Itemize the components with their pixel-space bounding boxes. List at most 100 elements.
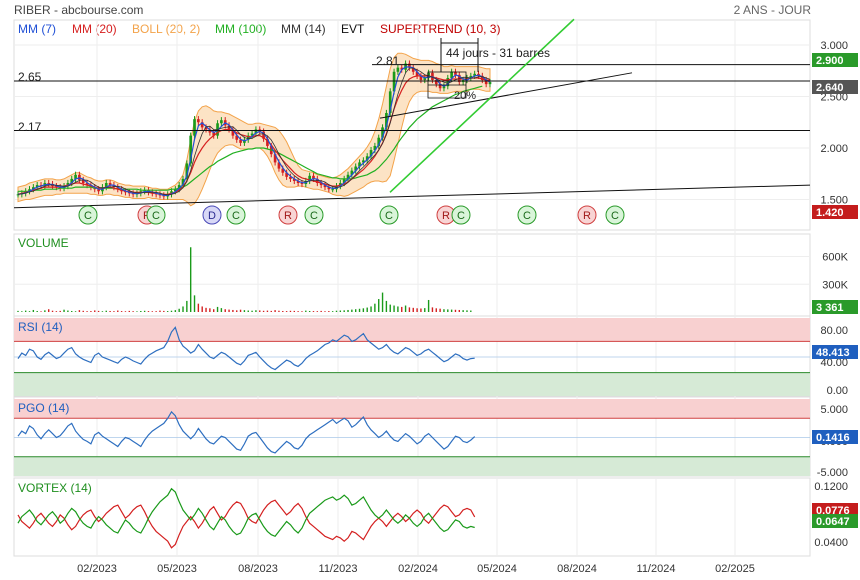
y-tick-label: 5.000 [820,404,848,416]
candle-body [419,75,423,81]
candle-body [365,156,369,161]
candle-body [289,176,292,179]
candle-body [392,71,396,92]
signal-label: R [284,210,292,222]
candle-body [369,150,373,157]
value-badge-label: 48.413 [816,347,850,359]
candle-body [220,120,223,124]
value-badge [812,80,858,94]
candle-body [281,168,285,173]
candle-body [81,179,85,184]
y-tick-label: 600K [822,252,848,264]
channel-trendline [379,72,633,119]
legend-item: MM (20) [72,22,117,36]
value-badge [812,345,858,359]
value-badge-label: 1.420 [816,207,844,219]
axis-labels: 02/2023 05/2023 08/2023 11/2023 02/2024 05/20… [77,40,849,575]
candle-body [358,162,361,167]
candle-body [235,135,239,140]
candle-body [231,129,235,136]
mm100-line [18,85,483,192]
signal-marker [379,205,399,225]
candle-body [381,127,384,138]
candle-body [250,133,254,136]
value-badge-label: 2.900 [816,55,844,67]
x-tick-label: 02/2023 [77,563,117,575]
y-tick-label: 2.000 [820,143,848,155]
candle-body [446,77,450,87]
y-tick-label: 80.00 [820,325,848,337]
candle-body [450,71,453,78]
candle-body [484,80,488,85]
signal-marker [226,205,246,225]
y-tick-label: 0.0400 [814,537,848,549]
signal-label: C [84,210,92,222]
y-tick-label: 2.500 [820,92,848,104]
vortex-minus-line [17,499,476,549]
candle-body [408,63,411,68]
signal-label: R [442,210,450,222]
x-tick-label: 08/2024 [557,563,597,575]
moving-averages [17,66,491,196]
panel-title: PGO (14) [18,401,69,415]
pgo-panel: PGO (14) [14,399,810,476]
candle-body [112,185,116,188]
candle-body [469,75,473,78]
value-badge-label: 0.0647 [816,516,850,528]
candle-body [480,75,484,81]
rsi-panel: RSI (14) [14,318,810,396]
value-badge [812,205,858,219]
candle-body [32,187,35,190]
pct-label: 20% [454,90,476,102]
legend-item: EVT [341,22,365,36]
horizontal-levels [14,64,810,131]
indicator-legend: MM (7) MM (20) BOLL (20, 2) MM (100) MM (14)… [18,22,500,36]
value-badge [812,514,858,528]
volume-title: VOLUME [18,236,69,250]
candle-body [385,112,388,128]
candle-body [434,80,438,85]
candle-body [181,178,185,186]
candle-body [488,82,492,85]
bollinger-bands [17,52,491,207]
candle-body [254,129,258,134]
value-badge [812,503,858,517]
legend-item: SUPERTREND (10, 3) [380,22,500,36]
candle-body [312,175,315,179]
legend-item: MM (100) [215,22,266,36]
candle-body [277,162,281,169]
signal-marker [451,205,471,225]
candle-body [189,135,193,164]
candle-body [388,91,392,113]
signal-markers: CRCDCRCCRCCRC [78,205,625,225]
candle-body [362,160,365,163]
support-trendline [13,184,811,209]
candle-body [239,139,242,143]
signal-label: C [523,210,531,222]
candle-body [323,185,327,188]
y-tick-label: 3.000 [820,40,848,52]
candle-body [415,71,419,76]
vortex-plus-line [17,487,475,538]
candle-body [108,183,112,186]
signal-marker [517,205,537,225]
candle-body [411,67,415,72]
candle-body [246,135,250,140]
candle-body [85,183,89,186]
candle-body [292,178,296,181]
candle-body [285,172,288,177]
candle-body [197,119,200,123]
y-tick-label: -5.000 [817,467,848,479]
candle-body [400,67,404,70]
panel-frame [13,233,811,317]
candle-body [227,125,231,130]
mm14-line [17,67,491,196]
x-tick-label: 08/2023 [238,563,278,575]
candle-body [377,137,381,146]
signal-label: D [208,210,216,222]
signal-marker [146,205,166,225]
signal-marker [577,205,597,225]
candle-body [262,131,265,139]
value-badge-label: 3 361 [816,302,844,314]
signal-marker [605,205,625,225]
